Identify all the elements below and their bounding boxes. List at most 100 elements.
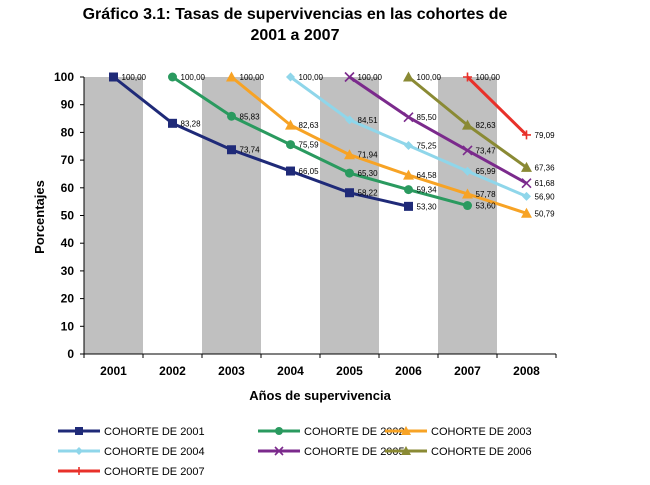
data-point xyxy=(521,207,532,218)
legend-label: COHORTE DE 2006 xyxy=(431,446,532,458)
y-tick-label: 40 xyxy=(61,236,75,250)
x-tick-labels: 2001 2002 2003 2004 2005 2006 2007 2008 xyxy=(100,364,540,378)
data-point xyxy=(521,178,532,189)
data-point xyxy=(227,111,236,121)
data-label: 85,83 xyxy=(240,112,261,121)
data-label: 73,74 xyxy=(240,146,261,155)
series-5 xyxy=(344,71,532,189)
legend-item: COHORTE DE 2006 xyxy=(385,446,532,458)
data-point xyxy=(274,446,284,456)
data-label: 79,09 xyxy=(535,131,556,140)
legend-item: COHORTE DE 2004 xyxy=(58,446,205,458)
data-label: 82,63 xyxy=(299,121,320,130)
y-tick-labels: 0 10 20 30 40 50 60 70 80 90 100 xyxy=(54,70,74,361)
chart-title: Gráfico 3.1: Tasas de supervivencias en … xyxy=(83,6,508,44)
x-tick-label: 2008 xyxy=(513,364,540,378)
plot-band xyxy=(202,77,261,354)
legend-label: COHORTE DE 2004 xyxy=(104,446,205,458)
series-line xyxy=(348,75,528,185)
y-tick-label: 30 xyxy=(61,264,75,278)
series-line xyxy=(466,75,528,136)
y-tick-label: 100 xyxy=(54,70,74,84)
data-point xyxy=(75,427,83,435)
x-tick-label: 2003 xyxy=(218,364,245,378)
data-label: 57,78 xyxy=(476,190,497,199)
legend-item: COHORTE DE 2003 xyxy=(385,426,532,438)
data-label: 53,30 xyxy=(417,202,438,211)
x-tick-label: 2005 xyxy=(336,364,363,378)
data-label: 100,00 xyxy=(299,73,324,82)
series-4 xyxy=(286,72,531,201)
data-label: 82,63 xyxy=(476,121,497,130)
data-point xyxy=(404,141,413,151)
data-point xyxy=(403,71,414,82)
data-label: 66,05 xyxy=(299,167,320,176)
data-point xyxy=(462,145,473,156)
series-line xyxy=(230,75,527,215)
data-point xyxy=(403,169,414,180)
x-tick-label: 2002 xyxy=(159,364,186,378)
series-3 xyxy=(226,71,532,218)
y-tick-label: 70 xyxy=(61,153,75,167)
data-point xyxy=(344,71,355,83)
data-label: 100,00 xyxy=(417,73,442,82)
chart-title-line-1: Gráfico 3.1: Tasas de supervivencias en … xyxy=(83,6,508,23)
series-line xyxy=(171,75,468,207)
series-6 xyxy=(403,71,532,172)
data-label: 100,00 xyxy=(476,73,501,82)
data-point xyxy=(462,188,473,199)
data-point xyxy=(462,119,473,130)
data-point xyxy=(345,188,354,198)
y-tick-label: 20 xyxy=(61,292,75,306)
data-label: 75,25 xyxy=(417,142,438,151)
data-point xyxy=(404,201,413,211)
y-tick-label: 10 xyxy=(61,319,75,333)
data-label: 71,94 xyxy=(358,151,379,160)
data-point xyxy=(522,130,531,140)
data-point xyxy=(401,426,411,435)
series-group xyxy=(109,71,532,218)
data-point xyxy=(226,71,237,82)
data-point xyxy=(286,72,295,82)
data-point xyxy=(286,140,295,150)
data-point xyxy=(463,72,472,82)
data-point xyxy=(521,161,532,172)
x-tick-label: 2006 xyxy=(395,364,422,378)
data-point xyxy=(75,447,83,455)
legend-label: COHORTE DE 2007 xyxy=(104,466,205,478)
data-label: 61,68 xyxy=(535,179,556,188)
legend-item: COHORTE DE 2002 xyxy=(258,426,405,438)
x-tick-label: 2001 xyxy=(100,364,127,378)
chart-title-line-2: 2001 a 2007 xyxy=(251,27,340,44)
data-point xyxy=(404,185,413,195)
x-axis-title: Años de supervivencia xyxy=(249,388,391,403)
data-point xyxy=(345,168,354,178)
data-point xyxy=(463,166,472,176)
legend-item: COHORTE DE 2001 xyxy=(58,426,205,438)
data-point xyxy=(401,446,411,455)
data-label: 50,79 xyxy=(535,209,556,218)
data-point xyxy=(168,72,177,82)
data-point xyxy=(227,145,236,155)
series-1 xyxy=(109,72,413,211)
data-point xyxy=(275,427,283,435)
series-7 xyxy=(463,72,531,140)
data-point xyxy=(75,467,83,475)
data-point xyxy=(522,191,531,201)
legend-label: COHORTE DE 2005 xyxy=(304,446,405,458)
x-tick-label: 2007 xyxy=(454,364,481,378)
data-label: 64,58 xyxy=(417,171,438,180)
data-label: 58,22 xyxy=(358,189,379,198)
data-label: 84,51 xyxy=(358,116,379,125)
legend-item: COHORTE DE 2007 xyxy=(58,466,205,478)
data-label: 65,99 xyxy=(476,167,497,176)
data-label: 85,50 xyxy=(417,113,438,122)
data-point xyxy=(463,201,472,211)
y-tick-label: 80 xyxy=(61,125,75,139)
data-point xyxy=(345,115,354,125)
data-label: 53,60 xyxy=(476,202,497,211)
y-tick-label: 0 xyxy=(67,347,74,361)
plot-band xyxy=(84,77,143,354)
legend-item: COHORTE DE 2005 xyxy=(258,446,405,458)
